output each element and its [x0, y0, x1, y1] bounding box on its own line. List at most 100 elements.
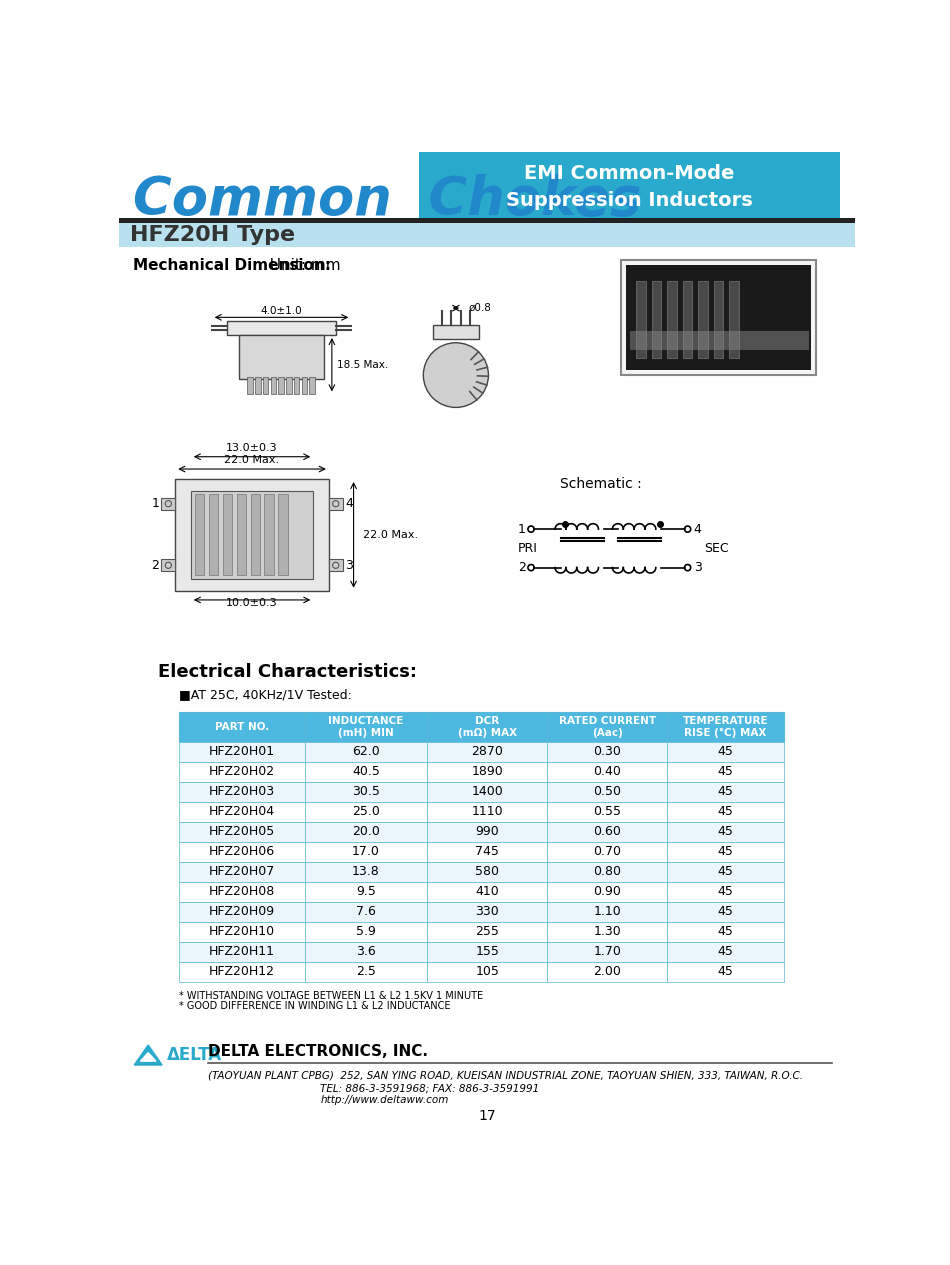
Text: Mechanical Dimension:: Mechanical Dimension:	[133, 258, 331, 273]
Bar	[714, 281, 723, 358]
Text: 45: 45	[717, 925, 733, 939]
Text: 0.80: 0.80	[594, 865, 621, 878]
Text: 18.5 Max.: 18.5 Max.	[337, 361, 389, 371]
Bar	[305, 902, 428, 922]
Text: 17: 17	[478, 1109, 496, 1123]
Text: HFZ20H10: HFZ20H10	[209, 925, 276, 939]
Bar	[180, 762, 305, 782]
Bar	[683, 281, 693, 358]
Text: (TAOYUAN PLANT CPBG)  252, SAN YING ROAD, KUEISAN INDUSTRIAL ZONE, TAOYUAN SHIEN: (TAOYUAN PLANT CPBG) 252, SAN YING ROAD,…	[208, 1070, 803, 1080]
Text: 3: 3	[345, 559, 352, 572]
Bar	[547, 762, 668, 782]
Bar	[428, 841, 547, 861]
Bar	[305, 782, 428, 802]
Text: TEL: 886-3-3591968; FAX: 886-3-3591991: TEL: 886-3-3591968; FAX: 886-3-3591991	[320, 1083, 540, 1093]
Bar	[176, 479, 329, 591]
Text: 0.70: 0.70	[594, 845, 621, 858]
Bar	[329, 559, 343, 572]
Text: 45: 45	[717, 786, 733, 798]
Bar	[428, 961, 547, 982]
Bar	[652, 281, 661, 358]
Bar	[195, 495, 204, 576]
Text: HFZ20H02: HFZ20H02	[209, 765, 276, 778]
Text: HFZ20H11: HFZ20H11	[209, 945, 275, 959]
Text: 990: 990	[475, 825, 499, 839]
Text: 0.55: 0.55	[594, 806, 621, 818]
Bar	[428, 822, 547, 841]
Bar	[428, 762, 547, 782]
Text: 0.90: 0.90	[594, 886, 621, 898]
Text: DELTA ELECTRONICS, INC.: DELTA ELECTRONICS, INC.	[208, 1044, 428, 1059]
Bar	[180, 882, 305, 902]
Bar	[209, 495, 218, 576]
Bar	[264, 495, 274, 576]
Bar	[432, 325, 479, 339]
Polygon shape	[134, 1045, 162, 1065]
Bar	[310, 377, 314, 395]
Text: 580: 580	[475, 865, 500, 878]
Bar	[428, 882, 547, 902]
Text: 45: 45	[717, 765, 733, 778]
Bar	[547, 961, 668, 982]
Text: 17.0: 17.0	[352, 845, 380, 858]
Text: 0.40: 0.40	[594, 765, 621, 778]
Bar	[278, 495, 288, 576]
Text: SEC: SEC	[704, 541, 729, 555]
Text: HFZ20H01: HFZ20H01	[209, 745, 276, 758]
Bar	[668, 281, 676, 358]
Bar	[247, 377, 253, 395]
Bar	[251, 495, 259, 576]
Bar	[668, 882, 784, 902]
Bar	[547, 822, 668, 841]
Bar	[227, 321, 335, 335]
Text: 330: 330	[475, 906, 499, 918]
Bar	[271, 377, 276, 395]
Text: 2: 2	[151, 559, 159, 572]
Bar	[180, 922, 305, 942]
Text: HFZ20H05: HFZ20H05	[209, 825, 276, 839]
Bar	[305, 741, 428, 762]
Bar	[547, 882, 668, 902]
Bar	[668, 741, 784, 762]
Text: 2.00: 2.00	[594, 965, 621, 978]
Text: HFZ20H03: HFZ20H03	[209, 786, 276, 798]
Text: 45: 45	[717, 745, 733, 758]
Text: 2870: 2870	[471, 745, 504, 758]
Bar	[547, 942, 668, 961]
Bar	[547, 841, 668, 861]
Text: 45: 45	[717, 906, 733, 918]
Text: TEMPERATURE
RISE (°C) MAX: TEMPERATURE RISE (°C) MAX	[683, 716, 769, 737]
Text: 1.70: 1.70	[594, 945, 621, 959]
Text: 45: 45	[717, 945, 733, 959]
Bar	[256, 377, 260, 395]
Bar	[668, 961, 784, 982]
Bar	[180, 741, 305, 762]
Bar	[428, 741, 547, 762]
Text: 62.0: 62.0	[352, 745, 380, 758]
Text: 40.5: 40.5	[352, 765, 380, 778]
Text: 45: 45	[717, 865, 733, 878]
Text: 4.0±1.0: 4.0±1.0	[260, 306, 302, 316]
Bar	[698, 281, 708, 358]
Bar	[180, 822, 305, 841]
Bar	[305, 922, 428, 942]
Text: HFZ20H06: HFZ20H06	[209, 845, 276, 858]
Text: ø0.8: ø0.8	[468, 304, 491, 314]
Bar	[636, 281, 646, 358]
Bar	[286, 377, 292, 395]
Text: PRI: PRI	[518, 541, 538, 555]
Bar	[119, 223, 855, 247]
Bar	[626, 264, 811, 369]
Text: 20.0: 20.0	[352, 825, 380, 839]
Bar	[305, 942, 428, 961]
Text: HFZ20H08: HFZ20H08	[209, 886, 276, 898]
Bar	[547, 802, 668, 822]
Bar	[305, 712, 428, 741]
Text: HFZ20H Type: HFZ20H Type	[129, 225, 294, 245]
Bar	[420, 152, 840, 220]
Bar	[180, 712, 305, 741]
Bar	[428, 712, 547, 741]
Bar	[547, 902, 668, 922]
Bar	[180, 961, 305, 982]
Text: 410: 410	[475, 886, 499, 898]
